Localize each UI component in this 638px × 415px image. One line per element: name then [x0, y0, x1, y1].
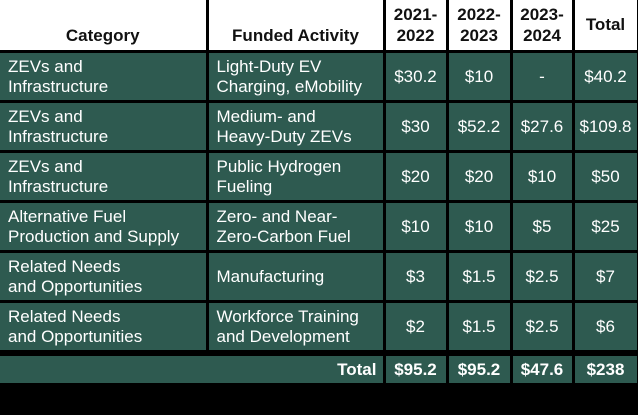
cell-fy-2023-2024: $2.5	[512, 253, 572, 300]
cell-fy-2023-2024: -	[512, 53, 572, 100]
cell-funded-activity: Zero- and Near- Zero-Carbon Fuel	[208, 203, 383, 250]
cell-total: $6	[574, 303, 637, 350]
header-fy-2023-2024: 2023- 2024	[512, 0, 572, 50]
cell-fy-2023-2024: $5	[512, 203, 572, 250]
cell-fy-2023-2024: $27.6	[512, 103, 572, 150]
cell-fy-2021-2022: $20	[385, 153, 446, 200]
header-funded-activity: Funded Activity	[208, 0, 383, 50]
cell-total: $50	[574, 153, 637, 200]
total-fy-2021-2022: $95.2	[385, 356, 446, 383]
cell-fy-2021-2022: $30.2	[385, 53, 446, 100]
cell-category: ZEVs and Infrastructure	[0, 53, 206, 100]
cell-fy-2021-2022: $30	[385, 103, 446, 150]
cell-funded-activity: Light-Duty EV Charging, eMobility	[208, 53, 383, 100]
total-fy-2023-2024: $47.6	[512, 356, 572, 383]
cell-fy-2023-2024: $10	[512, 153, 572, 200]
cell-category: ZEVs and Infrastructure	[0, 103, 206, 150]
cell-funded-activity: Public Hydrogen Fueling	[208, 153, 383, 200]
header-total: Total	[574, 0, 637, 50]
cell-total: $40.2	[574, 53, 637, 100]
total-fy-2022-2023: $95.2	[448, 356, 510, 383]
cell-fy-2022-2023: $1.5	[448, 303, 510, 350]
header-fy-2022-2023: 2022- 2023	[448, 0, 510, 50]
cell-funded-activity: Medium- and Heavy-Duty ZEVs	[208, 103, 383, 150]
cell-total: $7	[574, 253, 637, 300]
header-category: Category	[0, 0, 206, 50]
cell-fy-2021-2022: $3	[385, 253, 446, 300]
cell-total: $25	[574, 203, 637, 250]
cell-fy-2022-2023: $20	[448, 153, 510, 200]
cell-total: $109.8	[574, 103, 637, 150]
total-total: $238	[574, 356, 637, 383]
total-label: Total	[0, 356, 383, 383]
cell-fy-2021-2022: $2	[385, 303, 446, 350]
cell-fy-2022-2023: $10	[448, 203, 510, 250]
cell-fy-2022-2023: $1.5	[448, 253, 510, 300]
cell-fy-2022-2023: $10	[448, 53, 510, 100]
cell-funded-activity: Manufacturing	[208, 253, 383, 300]
header-fy-2021-2022: 2021- 2022	[385, 0, 446, 50]
cell-category: Related Needs and Opportunities	[0, 303, 206, 350]
cell-category: Related Needs and Opportunities	[0, 253, 206, 300]
cell-fy-2021-2022: $10	[385, 203, 446, 250]
cell-category: Alternative Fuel Production and Supply	[0, 203, 206, 250]
cell-funded-activity: Workforce Training and Development	[208, 303, 383, 350]
cell-fy-2022-2023: $52.2	[448, 103, 510, 150]
cell-category: ZEVs and Infrastructure	[0, 153, 206, 200]
cell-fy-2023-2024: $2.5	[512, 303, 572, 350]
